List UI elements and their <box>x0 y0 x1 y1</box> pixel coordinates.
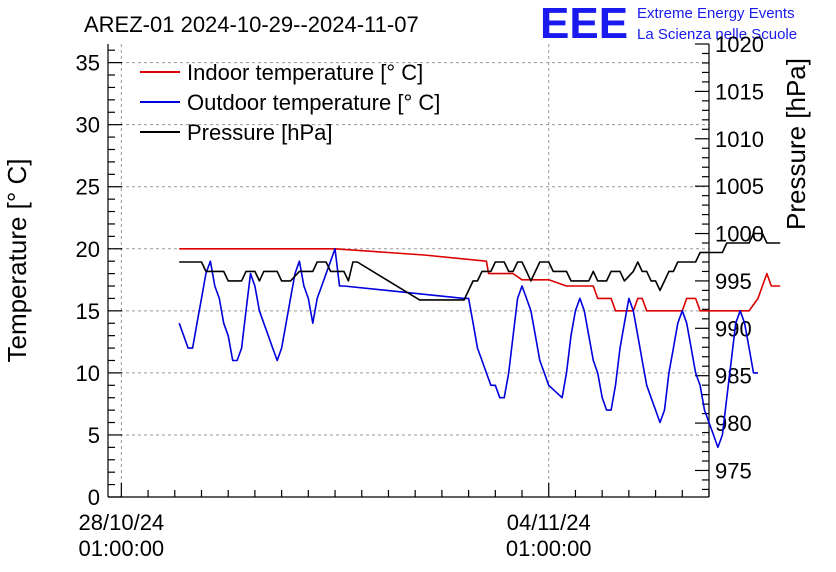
y-left-tick-label: 25 <box>76 175 100 200</box>
series-line-0 <box>179 248 781 312</box>
x-tick-label-time: 01:00:00 <box>506 536 592 561</box>
eee-logo-line2: La Scienza nelle Scuole <box>637 26 797 43</box>
eee-logo-mark: EEE <box>540 0 628 48</box>
y-right-tick-label: 995 <box>715 269 752 294</box>
y-left-tick-label: 0 <box>88 485 100 510</box>
y-right-tick-label: 1015 <box>715 79 764 104</box>
y-left-tick-label: 5 <box>88 423 100 448</box>
legend-label-0: Indoor temperature [° C] <box>187 60 423 85</box>
y-left-tick-label: 20 <box>76 237 100 262</box>
y-left-tick-label: 15 <box>76 299 100 324</box>
y-right-tick-label: 985 <box>715 364 752 389</box>
y-right-tick-label: 975 <box>715 458 752 483</box>
y-left-axis-title: Temperature [° C] <box>2 158 32 362</box>
y-right-axis-title: Pressure [hPa] <box>781 58 811 230</box>
grid <box>108 44 709 497</box>
chart-title: AREZ-01 2024-10-29--2024-11-07 <box>84 12 419 37</box>
y-left-tick-label: 35 <box>76 51 100 76</box>
y-left-tick-label: 10 <box>76 361 100 386</box>
y-left-tick-label: 30 <box>76 113 100 138</box>
series-line-2 <box>179 232 781 301</box>
series-line-1 <box>178 248 758 449</box>
series-layer <box>178 232 781 449</box>
y-right-tick-label: 1005 <box>715 174 764 199</box>
eee-logo: EEE Extreme Energy Events La Scienza nel… <box>540 0 797 48</box>
x-tick-label-date: 28/10/24 <box>79 510 165 535</box>
eee-logo-line1: Extreme Energy Events <box>637 5 795 22</box>
legend-label-2: Pressure [hPa] <box>187 120 333 145</box>
y-right-tick-label: 1020 <box>715 32 764 57</box>
y-right-tick-label: 980 <box>715 411 752 436</box>
x-tick-label-time: 01:00:00 <box>79 536 165 561</box>
legend: Indoor temperature [° C] Outdoor temperat… <box>140 60 440 145</box>
y-right-tick-label: 1010 <box>715 127 764 152</box>
legend-label-1: Outdoor temperature [° C] <box>187 90 440 115</box>
x-tick-label-date: 04/11/24 <box>507 510 591 535</box>
